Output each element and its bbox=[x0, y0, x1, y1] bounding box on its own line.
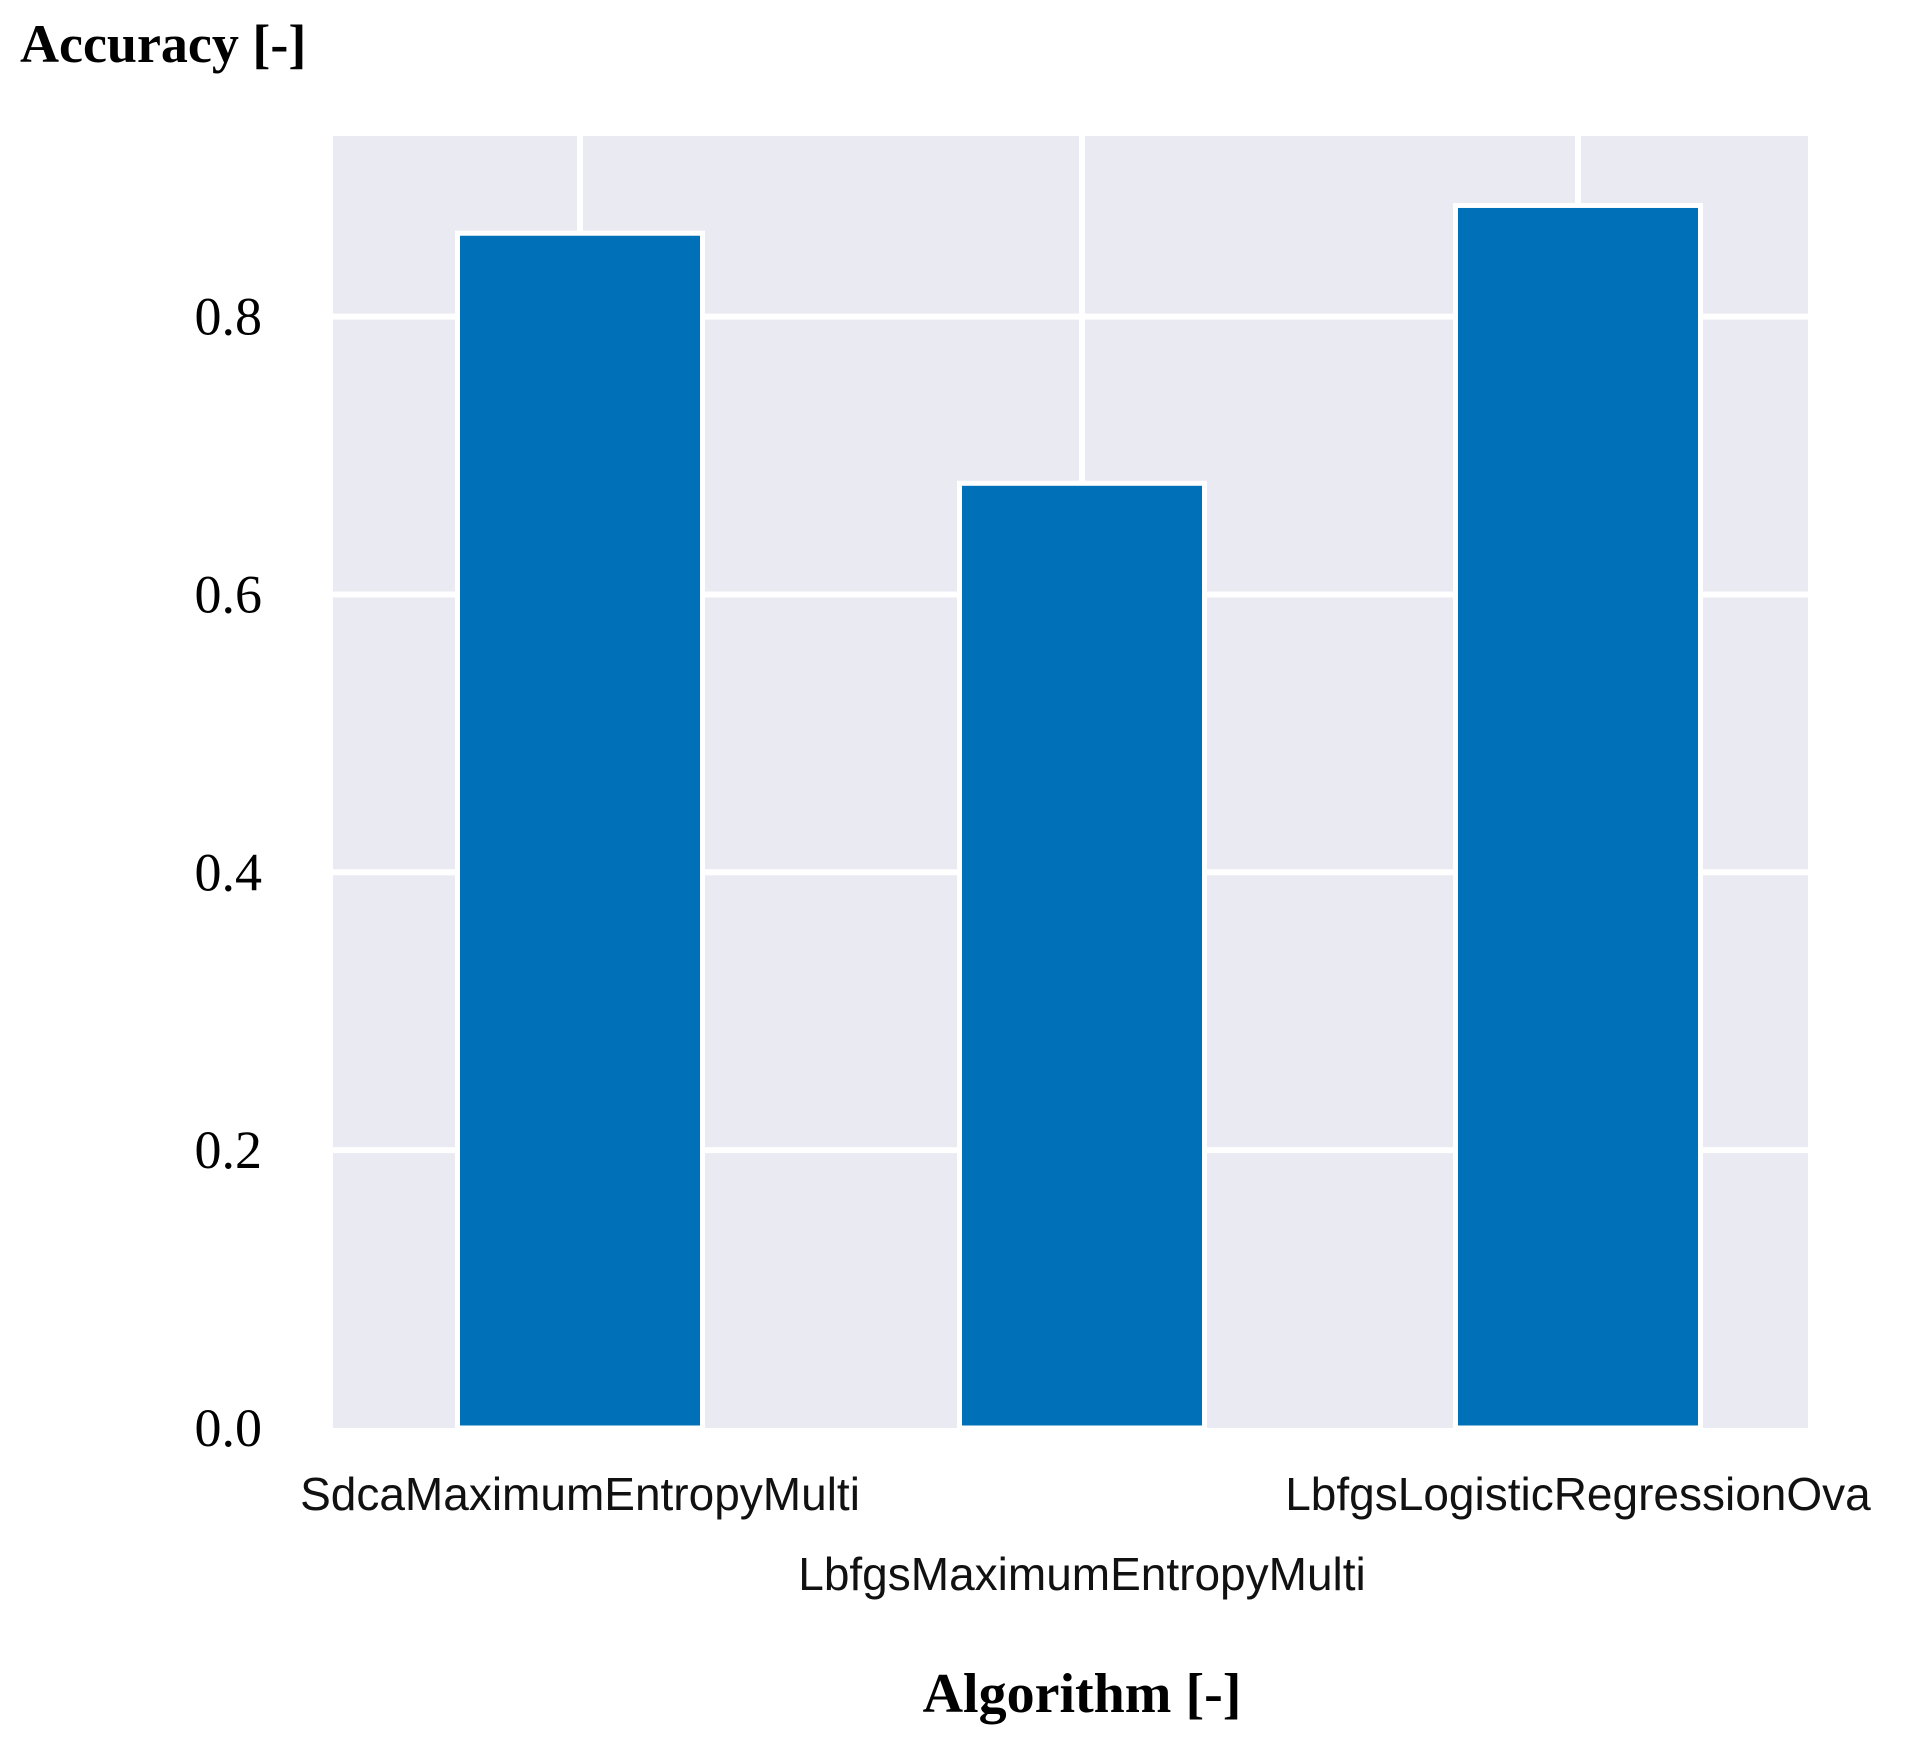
x-tick-label: LbfgsMaximumEntropyMulti bbox=[798, 1548, 1366, 1600]
y-tick-label: 0.2 bbox=[195, 1120, 263, 1180]
x-tick-label: SdcaMaximumEntropyMulti bbox=[300, 1468, 860, 1520]
y-tick-label: 0.8 bbox=[195, 287, 263, 347]
y-tick-label: 0.0 bbox=[195, 1398, 263, 1458]
bar bbox=[1453, 202, 1703, 1431]
bars bbox=[455, 202, 1703, 1431]
x-tick-labels: SdcaMaximumEntropyMulti LbfgsMaximumEntro… bbox=[300, 1468, 1871, 1600]
y-axis-label: Accuracy [-] bbox=[20, 14, 306, 74]
y-tick-label: 0.6 bbox=[195, 564, 263, 624]
bar bbox=[455, 230, 705, 1431]
bar bbox=[957, 480, 1207, 1431]
x-tick-label: LbfgsLogisticRegressionOva bbox=[1285, 1468, 1871, 1520]
x-axis-label: Algorithm [-] bbox=[923, 1663, 1242, 1725]
y-tick-label: 0.4 bbox=[195, 842, 263, 902]
y-tick-labels: 0.0 0.2 0.4 0.6 0.8 bbox=[195, 287, 263, 1458]
